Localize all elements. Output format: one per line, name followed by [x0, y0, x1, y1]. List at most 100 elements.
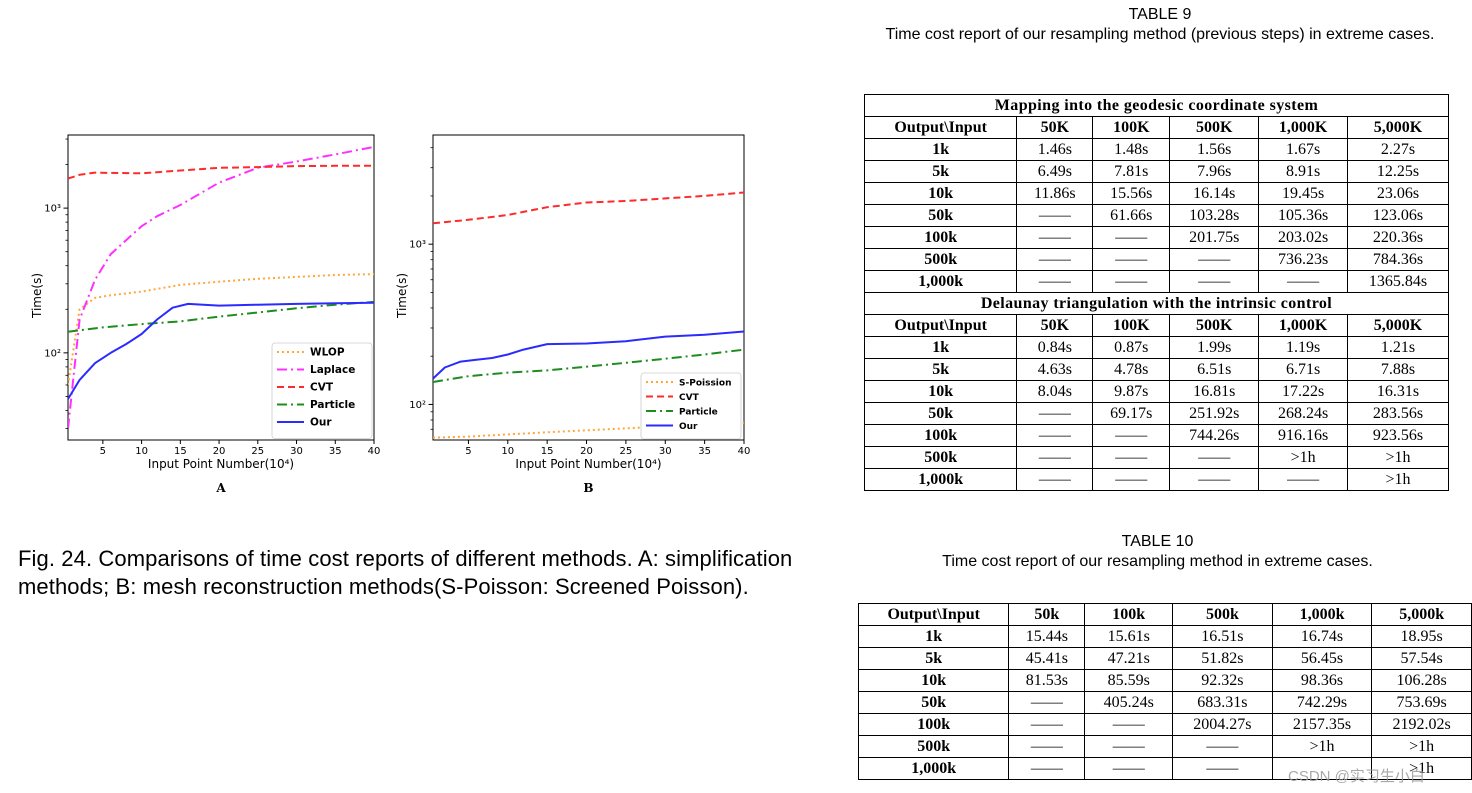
table-row: 1,000k —— —— —— >1h	[857, 757, 1472, 780]
table-cell: ——	[1008, 691, 1086, 714]
table-cell: 2004.27s	[1172, 713, 1273, 736]
series-line-cvt	[68, 164, 374, 180]
legend-box	[640, 372, 742, 440]
table-cell: ——	[1016, 468, 1094, 491]
table-cell: ——	[1092, 270, 1171, 293]
table-cell: 283.56s	[1347, 402, 1449, 425]
table-cell: 19.45s	[1258, 182, 1349, 205]
table-cell: 7.96s	[1169, 160, 1260, 183]
row-header: 5k	[863, 358, 1018, 381]
section-title: Delaunay triangulation with the intrinsi…	[864, 292, 1449, 315]
table-cell: >1h	[1371, 757, 1472, 780]
table-cell: 203.02s	[1258, 226, 1349, 249]
table-cell: ——	[1016, 248, 1094, 271]
table9-caption: Time cost report of our resampling metho…	[885, 26, 1435, 43]
column-header: 1,000k	[1271, 603, 1373, 626]
table-cell: 123.06s	[1347, 204, 1449, 227]
column-header: 100K	[1092, 314, 1171, 337]
row-header: 1,000k	[863, 468, 1018, 491]
table-cell: ——	[1258, 468, 1349, 491]
table-cell: 251.92s	[1169, 402, 1260, 425]
table-cell: 6.51s	[1169, 358, 1260, 381]
table-cell: 916.16s	[1258, 424, 1349, 447]
table-cell: 744.26s	[1169, 424, 1260, 447]
table-cell: ——	[1172, 757, 1273, 780]
y-axis-label: Time(s)	[395, 273, 409, 319]
row-header: 10k	[857, 669, 1010, 692]
column-header: 500K	[1169, 314, 1260, 337]
column-header: 500K	[1169, 116, 1260, 139]
table-row: 1,000k —— —— —— —— 1365.84s	[863, 270, 1449, 293]
table-cell: 15.61s	[1084, 625, 1174, 648]
table-cell: ——	[1084, 735, 1174, 758]
section-row: Mapping into the geodesic coordinate sys…	[864, 94, 1449, 117]
table-cell: ——	[1169, 270, 1260, 293]
table-cell: ——	[1016, 204, 1094, 227]
legend-label: CVT	[679, 393, 700, 403]
table-cell: 11.86s	[1016, 182, 1094, 205]
row-header: 50k	[863, 402, 1018, 425]
table-header-row: Output\Input 50k 100k 500k 1,000k 5,000k	[857, 603, 1472, 626]
table-cell: 9.87s	[1092, 380, 1171, 403]
table-cell: 1365.84s	[1347, 270, 1449, 293]
x-tick-label: 30	[659, 446, 672, 457]
table-row: 10k 11.86s 15.56s 16.14s 19.45s 23.06s	[863, 182, 1449, 205]
table-cell: 81.53s	[1008, 669, 1086, 692]
table-cell: >1h	[1271, 735, 1373, 758]
table-cell: 683.31s	[1172, 691, 1273, 714]
table-row: 50k —— 69.17s 251.92s 268.24s 283.56s	[863, 402, 1449, 425]
table-cell: ——	[1092, 424, 1171, 447]
table9-label: TABLE 9	[1128, 6, 1192, 23]
table-cell: 2.27s	[1347, 138, 1449, 161]
table-row: 100k —— —— 201.75s 203.02s 220.36s	[863, 226, 1449, 249]
series-line-cvt	[433, 191, 744, 225]
row-header: 5k	[857, 647, 1010, 670]
table-cell: 220.36s	[1347, 226, 1449, 249]
table-cell: 1.21s	[1347, 336, 1449, 359]
table-cell: 1.67s	[1258, 138, 1349, 161]
column-header: 5,000K	[1347, 116, 1449, 139]
table-cell: ——	[1172, 735, 1273, 758]
legend-label: Our	[310, 417, 332, 429]
column-header: Output\Input	[857, 603, 1010, 626]
row-header: 100k	[863, 424, 1018, 447]
table-cell: 736.23s	[1258, 248, 1349, 271]
table-cell: 405.24s	[1084, 691, 1174, 714]
table-cell: ——	[1008, 735, 1086, 758]
row-header: 1k	[863, 138, 1018, 161]
table-cell: 17.22s	[1258, 380, 1349, 403]
figure-caption: Fig. 24. Comparisons of time cost report…	[18, 546, 793, 599]
table-cell: ——	[1084, 757, 1174, 780]
table9-title: TABLE 9 Time cost report of our resampli…	[855, 5, 1465, 45]
table-cell: 6.71s	[1258, 358, 1349, 381]
table-cell: 98.36s	[1271, 669, 1373, 692]
row-header: 50k	[857, 691, 1010, 714]
table-cell: ——	[1169, 446, 1260, 469]
series-line-wlop	[68, 273, 374, 386]
table-row: 5k 4.63s 4.78s 6.51s 6.71s 7.88s	[863, 358, 1449, 381]
legend-label: Our	[679, 422, 698, 432]
table-cell: ——	[1084, 713, 1174, 736]
table-row: 5k 6.49s 7.81s 7.96s 8.91s 12.25s	[863, 160, 1449, 183]
table-cell: 12.25s	[1347, 160, 1449, 183]
column-header: 50K	[1016, 314, 1094, 337]
table-cell: 1.99s	[1169, 336, 1260, 359]
table-row: 1k 15.44s 15.61s 16.51s 16.74s 18.95s	[857, 625, 1472, 648]
section-title: Mapping into the geodesic coordinate sys…	[864, 94, 1449, 117]
chart-panel-a: 10² 10³ 5 10 15 20 25 30 35 40 Input Point Number(…	[18, 125, 388, 500]
column-header: Output\Input	[863, 314, 1018, 337]
legend-label: WLOP	[310, 347, 345, 359]
table-cell: 268.24s	[1258, 402, 1349, 425]
table-cell: ——	[1092, 248, 1171, 271]
table-cell: 201.75s	[1169, 226, 1260, 249]
table-cell: 61.66s	[1092, 204, 1171, 227]
x-tick-label: 5	[465, 446, 471, 457]
table-cell: 2157.35s	[1271, 713, 1373, 736]
table-cell: ——	[1016, 402, 1094, 425]
table-row: 10k 81.53s 85.59s 92.32s 98.36s 106.28s	[857, 669, 1472, 692]
table-row: 50k —— 61.66s 103.28s 105.36s 123.06s	[863, 204, 1449, 227]
table-cell: >1h	[1258, 446, 1349, 469]
line-chart-svg: 10² 10³ 5 10 15 20 25 30 35 40 Input Point Number(…	[30, 134, 380, 495]
column-header: 1,000K	[1258, 314, 1349, 337]
table-row: 1,000k —— —— —— —— >1h	[863, 468, 1449, 491]
